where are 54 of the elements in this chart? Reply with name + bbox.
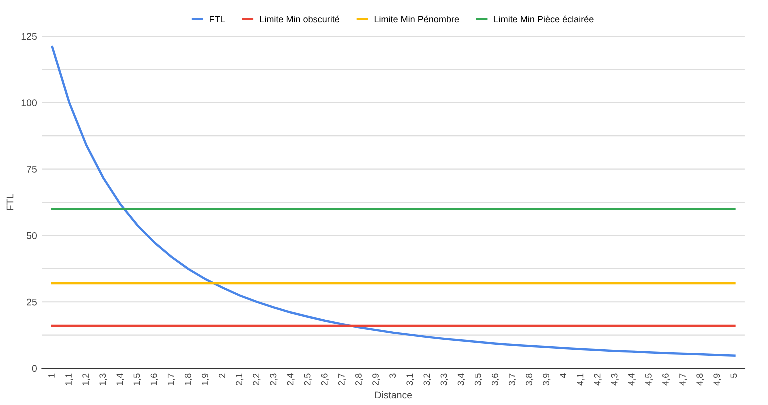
x-tick-label: 1,6 [150, 374, 158, 386]
x-tick-label: 3,3 [440, 374, 448, 386]
x-tick-label: 3,6 [492, 374, 500, 386]
x-tick-label: 3,9 [543, 374, 551, 386]
x-tick-label: 1,4 [116, 374, 124, 386]
x-tick-label: 4 [560, 374, 566, 378]
x-tick-label: 1,2 [82, 374, 90, 386]
x-tick-label: 4,6 [662, 374, 670, 386]
y-tick-label: 25 [27, 298, 37, 306]
y-axis-title: FTL [6, 194, 14, 210]
x-tick-label: 2,7 [338, 374, 346, 386]
x-tick-label: 1,1 [66, 374, 74, 386]
x-tick-label: 5 [730, 374, 738, 378]
x-tick-label: 4,8 [696, 374, 704, 386]
x-tick-label: 3,5 [474, 374, 482, 386]
legend-label: FTL [210, 16, 226, 23]
y-tick-label: 50 [26, 232, 37, 240]
x-tick-label: 4,7 [680, 374, 688, 386]
x-tick-label: 2,2 [253, 374, 261, 386]
x-tick-label: 3,7 [509, 374, 516, 386]
x-tick-label: 4,2 [594, 374, 602, 386]
x-tick-label: 2 [219, 374, 226, 378]
x-tick-label: 3,2 [424, 374, 432, 386]
x-tick-label: 4,1 [577, 374, 585, 386]
x-tick-label: 4,3 [611, 374, 619, 386]
x-tick-label: 1 [48, 374, 55, 378]
x-tick-label: 3,8 [526, 374, 534, 386]
x-tick-label: 2,1 [236, 374, 244, 386]
legend-label: Limite Min Pénombre [374, 16, 460, 23]
x-tick-label: 3,4 [458, 374, 466, 386]
x-tick-label: 4,5 [646, 374, 653, 386]
x-tick-label: 2,9 [372, 374, 380, 386]
line-series [51, 46, 736, 357]
y-tick-label: 125 [22, 33, 37, 40]
y-tick-label: 75 [27, 166, 37, 173]
x-tick-label: 2,4 [287, 374, 295, 386]
x-tick-label: 1,8 [184, 374, 192, 386]
x-tick-label: 1,7 [168, 374, 176, 386]
x-axis-title: Distance [375, 392, 412, 399]
y-tick-label: 0 [32, 365, 37, 372]
x-tick-label: 2,6 [321, 374, 329, 386]
legend-label: Limite Min obscurité [260, 16, 340, 23]
x-tick-label: 3,1 [406, 374, 414, 386]
y-tick-label: 100 [22, 100, 37, 106]
x-tick-label: 3 [390, 374, 396, 378]
x-tick-label: 2,3 [270, 374, 278, 386]
x-tick-label: 4,9 [714, 374, 722, 386]
x-tick-label: 1,3 [100, 374, 108, 386]
x-tick-label: 4,4 [628, 374, 636, 386]
x-tick-label: 1,5 [134, 374, 142, 386]
legend-label: Limite Min Pièce éclairée [494, 16, 594, 23]
x-tick-label: 2,5 [304, 374, 312, 386]
x-tick-label: 2,8 [356, 374, 363, 386]
x-tick-label: 1,9 [202, 374, 210, 386]
